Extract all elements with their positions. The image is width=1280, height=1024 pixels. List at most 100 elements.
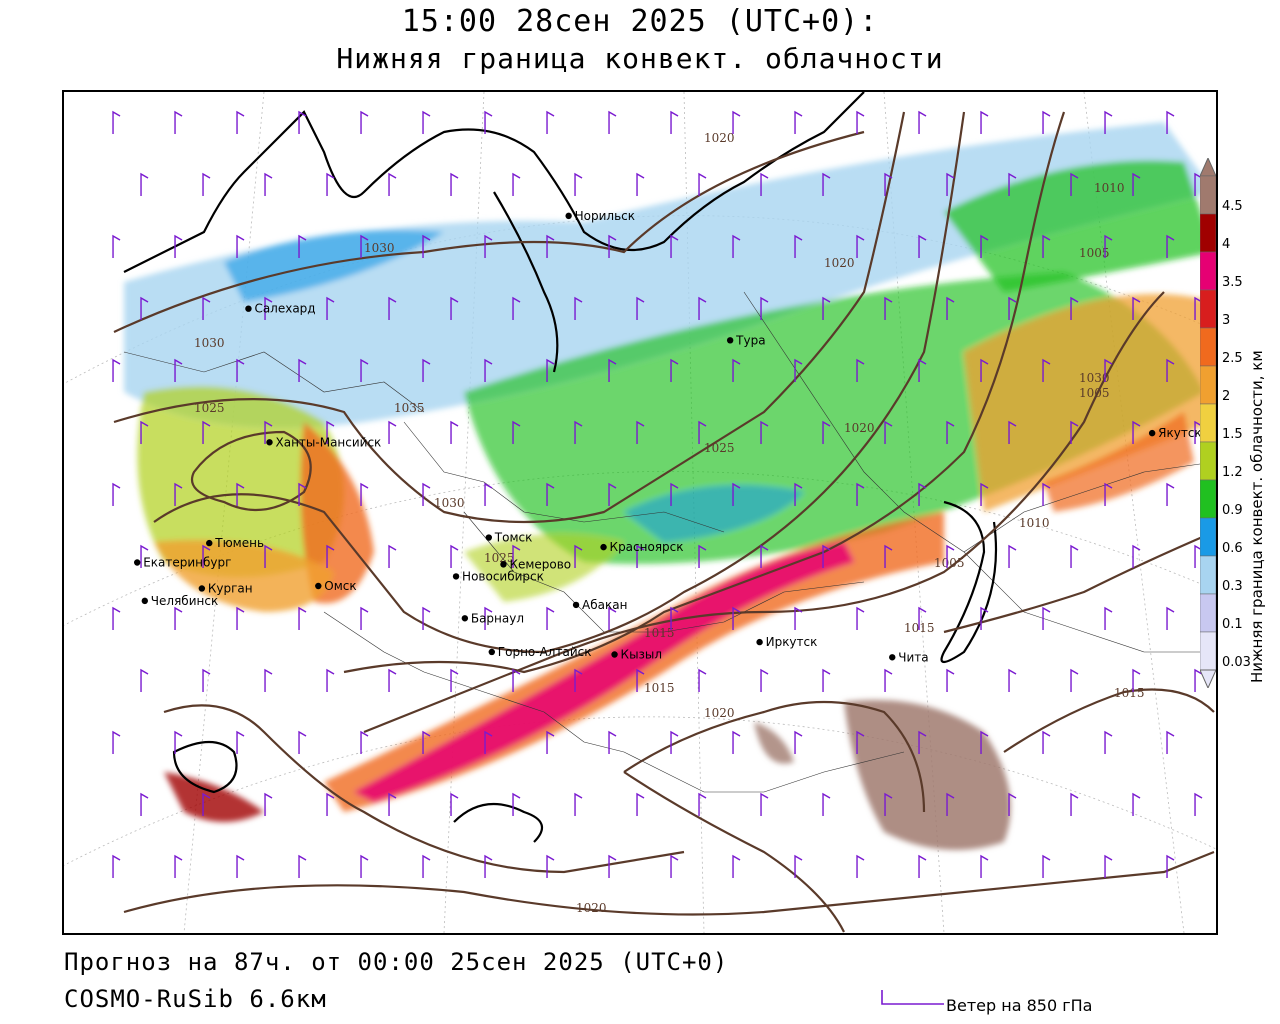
city-dot bbox=[141, 597, 148, 605]
colorbar bbox=[1200, 158, 1216, 688]
wind-barb bbox=[1042, 234, 1051, 258]
wind-barb bbox=[670, 482, 679, 506]
wind-barb bbox=[484, 358, 493, 382]
wind-barb bbox=[298, 730, 307, 754]
isobar-label: 1015 bbox=[644, 626, 675, 640]
wind-barb bbox=[484, 606, 493, 630]
wind-barb bbox=[1132, 296, 1141, 320]
wind-barb bbox=[856, 110, 865, 134]
wind-barb bbox=[946, 172, 955, 196]
colorbar-tick-label: 0.6 bbox=[1222, 540, 1243, 556]
wind-barb bbox=[884, 420, 893, 444]
wind-barb bbox=[822, 420, 831, 444]
wind-barb bbox=[1194, 296, 1203, 320]
colorbar-cap-top bbox=[1200, 158, 1216, 177]
wind-barb bbox=[698, 668, 707, 692]
wind-barb bbox=[946, 668, 955, 692]
wind-barb bbox=[918, 854, 927, 878]
wind-barb bbox=[1042, 358, 1051, 382]
wind-barb bbox=[608, 730, 617, 754]
wind-barb bbox=[822, 296, 831, 320]
wind-barb bbox=[388, 668, 397, 692]
city-dot bbox=[198, 585, 206, 592]
wind-barb bbox=[264, 296, 273, 320]
colorbar-tick-label: 1.2 bbox=[1222, 464, 1243, 480]
colorbar-segment bbox=[1200, 441, 1216, 481]
city-dot bbox=[315, 582, 322, 590]
isobar-label: 1030 bbox=[194, 336, 225, 350]
wind-barb bbox=[1194, 544, 1203, 568]
wind-barb bbox=[760, 792, 769, 816]
wind-barb bbox=[512, 296, 521, 320]
wind-barb bbox=[546, 854, 555, 878]
wind-barb bbox=[918, 606, 927, 630]
colorbar-tick-label: 0.9 bbox=[1222, 502, 1243, 518]
wind-barb bbox=[326, 668, 335, 692]
wind-barb bbox=[140, 420, 149, 444]
wind-barb bbox=[884, 172, 893, 196]
wind-barb bbox=[450, 544, 459, 568]
wind-barb bbox=[140, 296, 149, 320]
wind-barb bbox=[112, 110, 121, 134]
wind-barb bbox=[326, 544, 335, 568]
colorbar-segment bbox=[1200, 213, 1216, 253]
wind-barb bbox=[670, 730, 679, 754]
city-label: Тюмень bbox=[214, 536, 264, 550]
city-dot bbox=[572, 601, 580, 609]
city-label: Ханты-Мансийск bbox=[276, 435, 382, 449]
wind-barb bbox=[1070, 296, 1079, 320]
wind-barb bbox=[360, 854, 369, 878]
wind-barb bbox=[360, 482, 369, 506]
wind-barb bbox=[236, 234, 245, 258]
wind-barb bbox=[202, 420, 211, 444]
wind-barb bbox=[326, 792, 335, 816]
colorbar-segment bbox=[1200, 175, 1216, 215]
forecast-map[interactable]: 1020 1030 1030 1025 1035 1030 1025 1025 1020 1030… bbox=[62, 90, 1218, 935]
wind-barb bbox=[298, 854, 307, 878]
wind-barb bbox=[1008, 544, 1017, 568]
colorbar-segment bbox=[1200, 631, 1216, 671]
isobar-label: 1010 bbox=[1094, 181, 1125, 195]
wind-barb bbox=[574, 296, 583, 320]
isobar-labels: 1020 1030 1030 1025 1035 1030 1025 1025 1020 1030… bbox=[194, 131, 1145, 915]
wind-barb bbox=[794, 482, 803, 506]
wind-barb bbox=[698, 420, 707, 444]
city-label: Кемерово bbox=[509, 557, 571, 571]
colorbar-tick-label: 4 bbox=[1222, 236, 1231, 252]
wind-barb bbox=[360, 730, 369, 754]
wind-barb bbox=[794, 606, 803, 630]
wind-barb bbox=[884, 296, 893, 320]
wind-barb bbox=[732, 730, 741, 754]
map-title: 15:00 28сен 2025 (UTC+0): bbox=[401, 4, 879, 39]
wind-barb bbox=[946, 544, 955, 568]
wind-barb bbox=[236, 854, 245, 878]
wind-barb bbox=[1104, 110, 1113, 134]
wind-legend-label: Ветер на 850 гПа bbox=[946, 996, 1093, 1015]
city-dot bbox=[600, 543, 607, 551]
wind-barb bbox=[298, 482, 307, 506]
wind-barb bbox=[1166, 110, 1175, 134]
wind-barb bbox=[1194, 172, 1203, 196]
wind-barb bbox=[264, 172, 273, 196]
isobar-label: 1020 bbox=[704, 131, 735, 145]
wind-barb bbox=[388, 792, 397, 816]
city-label: Новосибирск bbox=[462, 569, 544, 583]
isobar-label: 1030 bbox=[1079, 371, 1110, 385]
city-dot bbox=[488, 648, 495, 656]
wind-barb bbox=[360, 234, 369, 258]
city-dot bbox=[485, 534, 492, 541]
wind-barb bbox=[546, 234, 555, 258]
isobar-label: 1030 bbox=[434, 496, 465, 510]
wind-barb bbox=[174, 730, 183, 754]
wind-barb bbox=[450, 792, 459, 816]
city-label: Красноярск bbox=[610, 540, 684, 554]
wind-barb bbox=[980, 110, 989, 134]
isobar-label: 1030 bbox=[364, 241, 395, 255]
wind-barb bbox=[822, 668, 831, 692]
wind-barb bbox=[884, 544, 893, 568]
wind-barb bbox=[980, 606, 989, 630]
wind-barb bbox=[946, 296, 955, 320]
wind-barb bbox=[1166, 730, 1175, 754]
wind-barb bbox=[732, 482, 741, 506]
wind-barb bbox=[732, 358, 741, 382]
